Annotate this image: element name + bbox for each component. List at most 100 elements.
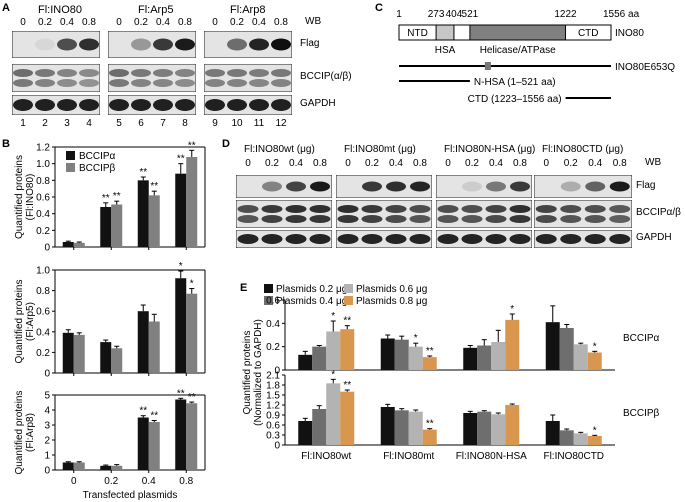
panel-b-x-tick-label: 0 — [71, 476, 77, 487]
blot-band — [153, 99, 173, 111]
panel-a-lane-number: 1 — [20, 118, 26, 129]
panel-d-dose-label: 0.2 — [265, 158, 279, 169]
panel-d-blot-strip — [534, 200, 632, 228]
panel-b-y-tick-label: 0 — [44, 466, 50, 477]
blot-band — [79, 69, 99, 77]
panel-b-bar — [111, 204, 123, 247]
panel-d-dose-label: 0.2 — [465, 158, 479, 169]
panel-e-bar — [326, 383, 341, 445]
panel-a-dose-label: 0.2 — [38, 17, 52, 28]
panel-a-blot-strip — [12, 95, 100, 115]
panel-e-bar — [491, 342, 506, 370]
panel-e-significance: * — [593, 341, 597, 352]
panel-d-blot-strip — [236, 230, 332, 248]
panel-d-title: Fl:INO80N-HSA (μg) — [444, 144, 536, 155]
panel-b-significance: ** — [188, 392, 196, 403]
panel-e-bar — [477, 345, 492, 370]
blot-band — [249, 69, 269, 77]
panel-b-significance: ** — [150, 411, 158, 422]
panel-d-title: Fl:INO80CTD (μg) — [542, 144, 624, 155]
panel-a-dose-label: 0.8 — [274, 17, 288, 28]
blot-band — [227, 38, 247, 51]
blot-band — [205, 99, 225, 111]
panel-e-significance: * — [331, 369, 335, 380]
panel-e-y-tick-label: 2.1 — [266, 371, 280, 382]
panel-e-y-tick-label: 0.6 — [266, 296, 280, 307]
panel-b-y-tick-label: 0 — [44, 369, 50, 380]
blot-band — [585, 181, 606, 192]
panel-b-bar — [111, 348, 123, 373]
panel-d-blot-strip — [236, 200, 332, 228]
panel-e-significance: ** — [343, 380, 351, 391]
blot-band — [285, 205, 307, 213]
panel-b-y-tick-label: 3 — [44, 421, 50, 432]
blot-band — [237, 215, 259, 223]
panel-e-bar — [505, 405, 520, 445]
blot-band — [175, 69, 195, 77]
blot-band — [461, 234, 483, 244]
panel-d-blot-strip — [336, 175, 432, 198]
panel-b-bar — [73, 334, 85, 373]
blot-band — [271, 69, 291, 77]
panel-d-blot-strip — [534, 175, 632, 198]
panel-b-y-tick-label: 1.2 — [36, 143, 50, 154]
panel-a-dose-label: 0 — [212, 17, 218, 28]
panel-b-y-label-2: (Fl:Arp5) — [25, 302, 36, 341]
blot-band — [227, 79, 247, 87]
panel-a-lane-number: 3 — [64, 118, 70, 129]
panel-a-dose-label: 0.4 — [156, 17, 170, 28]
panel-e-row-label: BCCIPα — [623, 333, 660, 344]
panel-e-y-tick-label: 0.3 — [266, 431, 280, 442]
blot-band — [409, 215, 431, 223]
panel-b-bar — [186, 403, 198, 470]
panel-e-bar — [463, 413, 478, 445]
blot-band — [337, 234, 359, 244]
panel-c-helicase-domain — [469, 24, 566, 41]
panel-d-row-label: GAPDH — [636, 232, 672, 243]
blot-band — [131, 99, 151, 111]
panel-d-blot-strip — [534, 230, 632, 248]
panel-c-coordinate: 273 — [428, 9, 445, 20]
panel-b-y-label: Quantified proteins — [14, 280, 25, 364]
panel-b-y-tick-label: 0.6 — [36, 193, 50, 204]
panel-e-bar — [394, 339, 409, 370]
panel-d-dose-label: 0.4 — [489, 158, 503, 169]
blot-band — [261, 205, 283, 213]
blot-band — [510, 181, 530, 192]
blot-band — [175, 79, 195, 87]
blot-band — [262, 181, 282, 192]
panel-b-y-tick-label: 2 — [44, 436, 50, 447]
panel-d-dose-label: 0.2 — [365, 158, 379, 169]
panel-a-title: Fl:Arp5 — [138, 4, 174, 16]
blot-band — [205, 69, 225, 77]
panel-b-letter: B — [2, 138, 10, 150]
panel-b-y-tick-label: 0.8 — [36, 286, 50, 297]
panel-d-dose-label: 0 — [543, 158, 550, 169]
blot-band — [462, 181, 482, 192]
blot-band — [261, 234, 283, 244]
panel-a-lane-number: 10 — [231, 118, 243, 129]
blot-band — [609, 181, 630, 192]
blot-band — [79, 99, 99, 111]
panel-e-row-label: BCCIPβ — [623, 408, 660, 419]
blot-band — [35, 69, 55, 77]
panel-e-bar — [559, 430, 574, 445]
panel-a-lane-number: 5 — [116, 118, 122, 129]
panel-e-significance: * — [331, 311, 335, 322]
panel-a-lane-number: 9 — [212, 118, 218, 129]
blot-band — [609, 234, 631, 244]
panel-b-y-tick-label: 0.2 — [36, 226, 50, 237]
blot-band — [57, 69, 77, 77]
panel-e-significance: ** — [426, 419, 434, 430]
panel-a-blot-strip — [204, 31, 292, 58]
panel-a-blot-strip — [12, 31, 100, 58]
blot-band — [261, 215, 283, 223]
panel-b-legend-swatch-alpha — [66, 151, 75, 160]
panel-e-legend-label: Plasmids 0.4 μg — [276, 296, 347, 307]
blot-band — [237, 205, 259, 213]
panel-a-dose-label: 0.2 — [134, 17, 148, 28]
blot-band — [385, 234, 407, 244]
panel-d-dose-label: 0 — [445, 158, 451, 169]
